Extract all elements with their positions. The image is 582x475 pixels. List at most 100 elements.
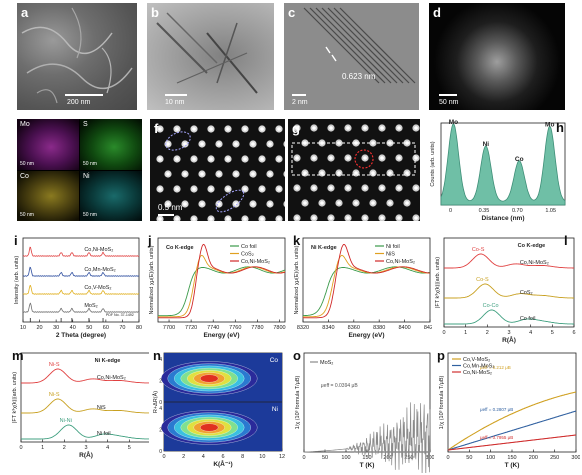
profile-area	[440, 123, 566, 206]
scale-label: 50 nm	[20, 161, 34, 167]
x-tick-label: 200	[529, 455, 538, 461]
y-tick-label: 4	[159, 357, 162, 363]
panel-g-atomic-image: g	[288, 119, 420, 221]
x-tick-label: 50	[86, 325, 92, 331]
x-axis-label: T (K)	[360, 462, 375, 469]
chart-title: Ni K-edge	[95, 358, 121, 364]
atom-core	[158, 127, 162, 131]
panel-p-susceptibility: 0 50 100 150 200 250 300 T (K) 1/χ (10³ formula …	[434, 349, 580, 473]
dopant-ellipse	[165, 131, 191, 151]
atom-core	[192, 127, 196, 131]
ft-trace	[444, 283, 574, 299]
y-axis-label: Counts (arb. units)	[430, 141, 436, 186]
atom-core	[380, 216, 384, 220]
wavelet-contour-chart: 0 2 4 6 8 10 12 K(Å⁻¹) R+ΔR(Å) Co 0 2 4 Ni 0 2 4	[152, 352, 285, 468]
susceptibility-trace	[447, 434, 577, 451]
element-label: Co	[20, 173, 29, 180]
panel-a-sem-image: a 200 nm	[17, 3, 137, 110]
y-axis-label: |FT k³χ(k)|(arb. units)	[435, 257, 441, 308]
x-tick-label: 8380	[373, 325, 385, 331]
atom-core	[166, 172, 170, 176]
chart-title: Co K-edge	[518, 243, 546, 249]
atom-core	[346, 156, 350, 160]
x-tick-label: 60	[103, 325, 109, 331]
atom-core	[183, 172, 187, 176]
y-tick-label: 2	[159, 427, 162, 433]
legend-label: Co,V-MoS₂	[463, 357, 490, 363]
panel-label: l	[564, 234, 568, 248]
x-tick-label: 7720	[185, 325, 197, 331]
atom-core	[346, 216, 350, 220]
x-tick-label: 250	[550, 455, 559, 461]
x-tick-label: 12	[279, 454, 285, 460]
y-axis-label: 1/χ (10³ formula T/μB)	[439, 376, 445, 430]
x-tick-label: 1	[464, 330, 467, 336]
atom-core	[158, 157, 162, 161]
atom-core	[337, 171, 341, 175]
x-axis-label: Energy (eV)	[203, 332, 239, 339]
x-tick-label: 7760	[229, 325, 241, 331]
y-axis-label: Normalized χμ(E)(arb. units)	[294, 245, 300, 314]
series-label: CoS₂	[520, 290, 533, 296]
atom-core	[414, 186, 418, 190]
co-ftexafs-chart: 0 1 2 3 4 5 6 R(Å) |FT k³χ(k)|(arb. units) Co-S Co…	[435, 237, 576, 344]
panel-label: b	[151, 5, 159, 20]
xrd-trace	[22, 285, 140, 295]
ft-trace	[21, 368, 149, 384]
atom-core	[414, 126, 418, 130]
atom-core	[175, 127, 179, 131]
x-tick-label: 100	[486, 455, 495, 461]
atom-core	[158, 187, 162, 191]
sheet-texture	[21, 7, 133, 104]
atom-core	[295, 216, 299, 220]
series-label: Co foil	[520, 316, 536, 322]
tem-texture	[156, 12, 258, 94]
peak-label: Co	[515, 156, 524, 163]
atom-core	[251, 172, 255, 176]
atom-lattice	[156, 125, 285, 221]
panel-b-tem-image: b 10 nm	[147, 3, 274, 110]
scale-bar	[292, 94, 306, 96]
x-tick-label: 3	[507, 330, 510, 336]
panel-i-xrd: 10 20 30 40 50 60 70 80 2 Theta (degree) Intensit…	[9, 234, 144, 345]
series-label: Co,Mn-MoS₂	[84, 267, 115, 273]
x-tick-label: 150	[362, 455, 371, 461]
panel-label: h	[556, 120, 564, 135]
atom-core	[397, 216, 401, 220]
x-tick-label: 0	[19, 445, 22, 451]
atom-core	[268, 202, 272, 206]
atom-core	[346, 186, 350, 190]
reference-label: PDF No. 37-1492	[106, 313, 134, 317]
y-axis-label: Normalized χμ(E)(arb. units)	[149, 245, 155, 314]
x-axis-label: 2 Theta (degree)	[56, 332, 106, 339]
atom-core	[158, 217, 162, 221]
panel-o-susceptibility: 0 50 100 150 200 250 300 T (K) 1/χ (10³ formula …	[290, 349, 434, 473]
atom-core	[251, 142, 255, 146]
x-tick-label: 6	[221, 454, 224, 460]
peak-label: Mo	[545, 122, 554, 129]
atom-core	[303, 201, 307, 205]
co-xanes-chart: 7700 7720 7740 7760 7780 7800 Energy (eV) Norma…	[149, 237, 286, 339]
legend-label: NiS	[386, 252, 395, 258]
legend-label: Co,Ni-MoS₂	[241, 259, 270, 265]
atom-core	[312, 186, 316, 190]
legend-label: Co foil	[241, 244, 257, 250]
bond-label: Ni-S	[49, 362, 60, 368]
x-tick-label: 8420	[424, 325, 432, 331]
y-tick-label: 2	[159, 378, 162, 384]
atom-core	[354, 141, 358, 145]
atom-core	[295, 126, 299, 130]
atom-core	[354, 201, 358, 205]
xrd-trace	[22, 266, 140, 277]
line-profile-box	[291, 142, 416, 176]
scale-bar	[158, 214, 174, 216]
atom-core	[226, 217, 230, 221]
atom-core	[268, 142, 272, 146]
arrow-down-icon	[331, 54, 337, 62]
y-tick-label: 0	[159, 449, 162, 455]
xanes-trace	[303, 244, 430, 319]
panel-label: n	[153, 349, 161, 363]
series-label: Co,Ni-MoS₂	[97, 375, 126, 381]
contour-level	[200, 374, 219, 383]
